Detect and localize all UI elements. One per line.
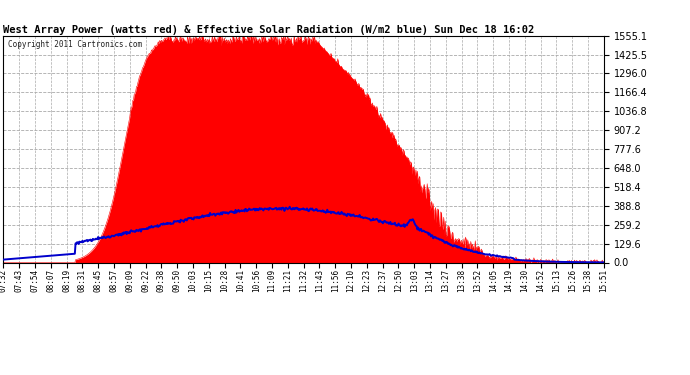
Text: Copyright 2011 Cartronics.com: Copyright 2011 Cartronics.com [8,40,142,49]
Text: West Array Power (watts red) & Effective Solar Radiation (W/m2 blue) Sun Dec 18 : West Array Power (watts red) & Effective… [3,25,535,35]
